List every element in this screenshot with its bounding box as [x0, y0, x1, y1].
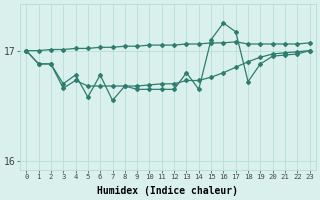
X-axis label: Humidex (Indice chaleur): Humidex (Indice chaleur)	[98, 186, 238, 196]
